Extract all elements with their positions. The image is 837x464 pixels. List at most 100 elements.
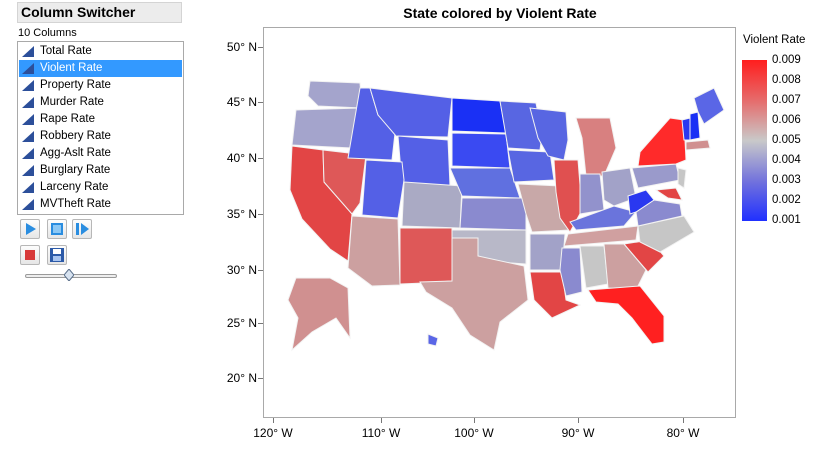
column-item-label: MVTheft Rate (40, 198, 111, 210)
column-item-burglary-rate[interactable]: Burglary Rate (19, 162, 182, 179)
column-item-label: Murder Rate (40, 96, 104, 108)
x-tick-label: 100° W (454, 426, 494, 440)
column-item-rape-rate[interactable]: Rape Rate (19, 111, 182, 128)
state-kansas (459, 197, 527, 231)
continuous-column-icon (22, 46, 34, 57)
legend-label: 0.004 (772, 154, 801, 166)
state-south-dakota (451, 132, 511, 169)
y-tick-label: 30° N (226, 263, 257, 277)
play-button[interactable] (20, 219, 40, 239)
state-massachusetts (685, 139, 711, 151)
continuous-column-icon (22, 165, 34, 176)
legend-label: 0.005 (772, 134, 801, 146)
stop-frame-button[interactable] (47, 219, 67, 239)
legend-label: 0.009 (772, 54, 801, 66)
column-item-label: Agg-Aslt Rate (40, 147, 111, 159)
column-switcher-title: Column Switcher (17, 2, 182, 23)
state-alaska (287, 277, 351, 352)
column-count-label: 10 Columns (18, 27, 77, 39)
legend-label: 0.001 (772, 214, 801, 226)
column-item-agg-aslt-rate[interactable]: Agg-Aslt Rate (19, 145, 182, 162)
stop-button[interactable] (20, 245, 40, 265)
x-tick-label: 120° W (253, 426, 293, 440)
x-tick-mark (578, 418, 579, 423)
column-item-label: Burglary Rate (40, 164, 111, 176)
column-item-mvtheft-rate[interactable]: MVTheft Rate (19, 196, 182, 213)
y-tick-label: 35° N (226, 207, 257, 221)
state-montana (369, 87, 453, 138)
column-item-label: Total Rate (40, 45, 92, 57)
state-oregon (291, 107, 361, 149)
state-iowa (507, 149, 555, 183)
state-utah (361, 159, 405, 219)
state-washington (307, 80, 363, 109)
state-maryland (654, 187, 683, 201)
x-tick-mark (474, 418, 475, 423)
column-item-label: Property Rate (40, 79, 111, 91)
play-icon (26, 223, 36, 235)
state-georgia (603, 243, 647, 291)
state-west-virginia (627, 189, 655, 215)
state-alabama (579, 245, 609, 289)
column-item-violent-rate[interactable]: Violent Rate (19, 60, 182, 77)
state-michigan (575, 117, 617, 177)
legend-label: 0.002 (772, 194, 801, 206)
x-tick-label: 90° W (561, 426, 595, 440)
y-tick-mark (258, 102, 263, 103)
column-item-larceny-rate[interactable]: Larceny Rate (19, 179, 182, 196)
x-tick-mark (683, 418, 684, 423)
state-nebraska (449, 167, 521, 199)
state-texas (419, 237, 529, 351)
y-tick-mark (258, 323, 263, 324)
state-north-dakota (451, 97, 507, 134)
continuous-column-icon (22, 182, 34, 193)
x-tick-mark (381, 418, 382, 423)
legend-label: 0.008 (772, 74, 801, 86)
column-list[interactable]: Total Rate Violent Rate Property Rate Mu… (17, 41, 184, 215)
state-indiana (579, 173, 605, 215)
continuous-column-icon (22, 63, 34, 74)
column-item-total-rate[interactable]: Total Rate (19, 43, 182, 60)
y-tick-label: 40° N (226, 151, 257, 165)
slider-thumb-icon[interactable] (64, 269, 74, 281)
y-tick-mark (258, 158, 263, 159)
save-button[interactable] (47, 245, 67, 265)
column-item-robbery-rate[interactable]: Robbery Rate (19, 128, 182, 145)
column-item-label: Rape Rate (40, 113, 95, 125)
save-icon (50, 248, 64, 262)
y-tick-mark (258, 214, 263, 215)
chart-title: State colored by Violent Rate (403, 5, 597, 21)
legend-label: 0.003 (772, 174, 801, 186)
legend-title: Violent Rate (743, 34, 806, 46)
stop-icon (25, 250, 35, 260)
state-maine (693, 87, 725, 125)
legend-color-gradient (742, 60, 767, 221)
x-tick-label: 80° W (666, 426, 700, 440)
column-item-label: Larceny Rate (40, 181, 109, 193)
continuous-column-icon (22, 114, 34, 125)
state-new-jersey (677, 167, 687, 189)
x-tick-label: 110° W (361, 426, 401, 440)
state-new-york (637, 117, 687, 167)
column-item-label: Violent Rate (40, 62, 103, 74)
state-arkansas (529, 233, 566, 271)
column-item-murder-rate[interactable]: Murder Rate (19, 94, 182, 111)
state-vermont (681, 117, 691, 141)
state-colorado (401, 181, 463, 229)
continuous-column-icon (22, 97, 34, 108)
continuous-column-icon (22, 148, 34, 159)
x-tick-mark (273, 418, 274, 423)
state-arizona (347, 215, 401, 287)
y-tick-label: 20° N (226, 371, 257, 385)
y-tick-mark (258, 378, 263, 379)
step-forward-icon (76, 223, 89, 235)
step-forward-button[interactable] (72, 219, 92, 239)
y-tick-mark (258, 270, 263, 271)
continuous-column-icon (22, 80, 34, 91)
state-new-hampshire (689, 111, 701, 141)
column-item-property-rate[interactable]: Property Rate (19, 77, 182, 94)
state-pennsylvania (631, 163, 681, 189)
continuous-column-icon (22, 131, 34, 142)
y-tick-label: 45° N (226, 95, 257, 109)
